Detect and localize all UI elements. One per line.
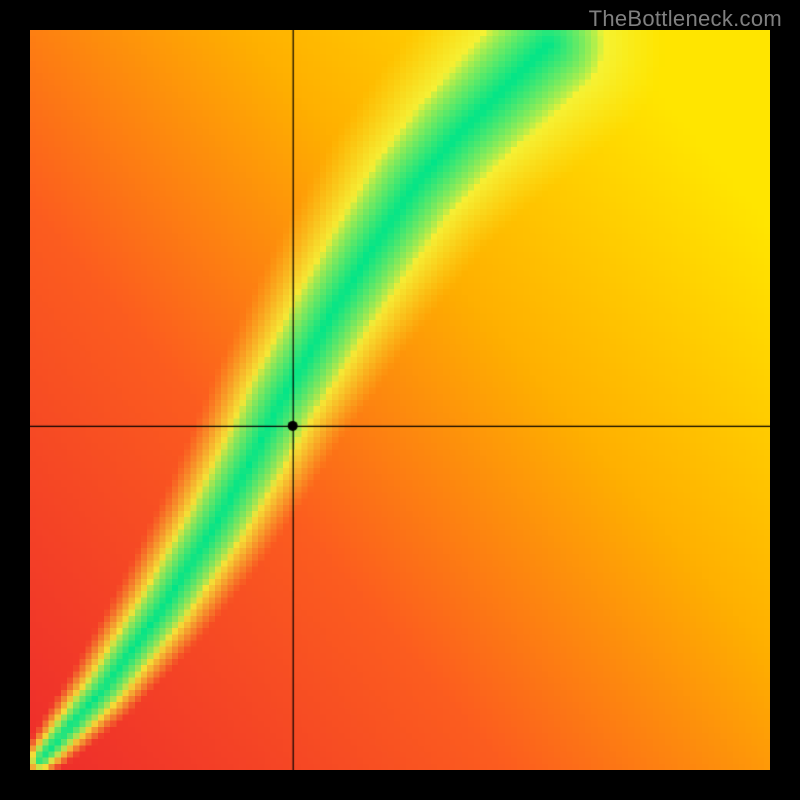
crosshair-overlay (30, 30, 770, 770)
page-root: TheBottleneck.com (0, 0, 800, 800)
watermark-text: TheBottleneck.com (589, 6, 782, 32)
